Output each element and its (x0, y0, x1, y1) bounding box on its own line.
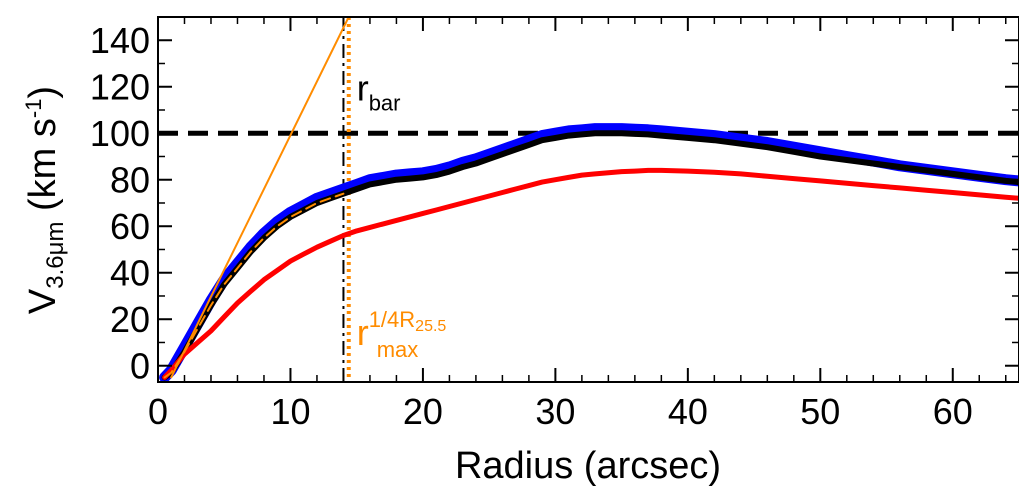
x-tick-label: 10 (270, 391, 310, 432)
y-tick-label: 80 (110, 160, 150, 201)
x-tick-label: 60 (933, 391, 973, 432)
x-axis-title: Radius (arcsec) (455, 445, 721, 486)
series-line-3 (163, 192, 345, 379)
y-tick-label: 120 (90, 67, 150, 108)
x-tick-label: 30 (535, 391, 575, 432)
series-line-1 (161, 130, 1019, 381)
x-tick-label: 40 (668, 391, 708, 432)
x-tick-label: 0 (148, 391, 168, 432)
y-tick-label: 100 (90, 113, 150, 154)
y-tick-label: 20 (110, 299, 150, 340)
series-line-0 (159, 123, 1019, 382)
annotation-max-label: r1/4R25.5 max (357, 307, 447, 362)
y-tick-label: 0 (130, 346, 150, 387)
annotation-bar-label: rbar (357, 68, 401, 116)
data-series (159, 17, 1019, 382)
axis-ticks: 0 10 20 30 40 50 60 0 20 40 60 80 100 120 140 (90, 16, 1019, 432)
x-tick-label: 20 (403, 391, 443, 432)
series-line-2 (162, 167, 1019, 380)
series-line-4 (170, 17, 350, 379)
annotations: rbar r1/4R25.5 max (357, 68, 447, 362)
plot-frame (157, 16, 1019, 383)
y-axis-title: V3.6μm (km s-1) (21, 86, 69, 314)
reference-lines (158, 17, 1019, 382)
x-tick-label: 50 (800, 391, 840, 432)
y-tick-label: 60 (110, 206, 150, 247)
y-tick-label: 40 (110, 253, 150, 294)
y-tick-label: 140 (90, 20, 150, 61)
